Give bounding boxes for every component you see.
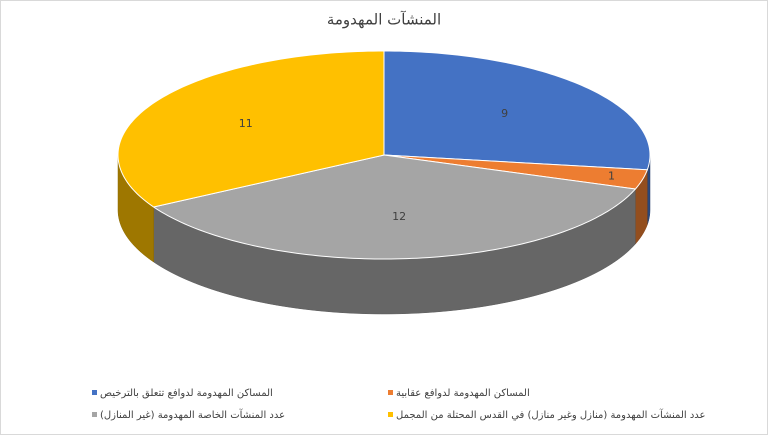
legend-label: المساكن المهدومة لدوافع عقابية xyxy=(396,388,530,399)
legend-label: عدد المنشآت الخاصة المهدومة (غير المنازل… xyxy=(100,408,285,421)
legend-label: عدد المنشآت المهدومة (منازل وغير منازل) … xyxy=(396,408,706,421)
slice xyxy=(117,50,385,208)
data-label: 12 xyxy=(392,210,406,223)
legend-swatch xyxy=(92,412,97,417)
data-label: 11 xyxy=(239,117,253,130)
legend-swatch xyxy=(388,412,393,417)
data-label: 9 xyxy=(501,107,508,120)
legend-swatch xyxy=(92,390,97,395)
slice xyxy=(152,154,637,260)
slice xyxy=(383,50,651,171)
chart-title: المنشآت المهدومة xyxy=(327,11,441,29)
legend-swatch xyxy=(388,390,393,395)
legend-label: المساكن المهدومة لدوافع تتعلق بالترخيص xyxy=(100,388,273,399)
data-label: 1 xyxy=(608,170,615,183)
